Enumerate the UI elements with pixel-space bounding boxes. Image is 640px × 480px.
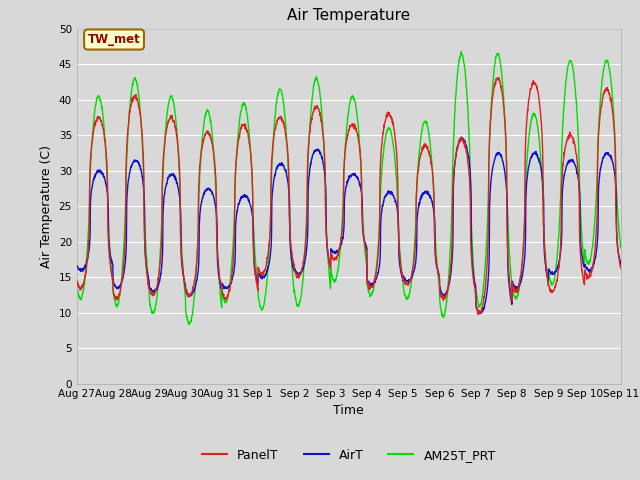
AirT <box>73 263 81 269</box>
AM25T_PRT <box>376 190 384 195</box>
AirT <box>376 253 384 259</box>
PanelT <box>617 265 625 271</box>
PanelT <box>495 74 502 80</box>
PanelT <box>73 278 81 284</box>
Line: PanelT: PanelT <box>77 77 621 314</box>
Y-axis label: Air Temperature (C): Air Temperature (C) <box>40 145 53 268</box>
Line: AirT: AirT <box>77 137 621 313</box>
AirT <box>570 159 577 165</box>
Title: Air Temperature: Air Temperature <box>287 9 410 24</box>
PanelT <box>475 312 483 317</box>
AM25T_PRT <box>508 276 515 281</box>
PanelT <box>508 295 515 301</box>
AM25T_PRT <box>458 48 465 54</box>
Legend: PanelT, AirT, AM25T_PRT: PanelT, AirT, AM25T_PRT <box>197 444 500 467</box>
PanelT <box>570 136 577 142</box>
AM25T_PRT <box>225 288 232 294</box>
PanelT <box>584 274 592 279</box>
AirT <box>617 261 625 267</box>
PanelT <box>376 168 384 174</box>
AirT <box>584 267 592 273</box>
AM25T_PRT <box>73 283 81 288</box>
Text: TW_met: TW_met <box>88 33 140 46</box>
AirT <box>508 298 515 303</box>
AM25T_PRT <box>186 322 193 327</box>
AM25T_PRT <box>365 289 372 295</box>
AM25T_PRT <box>570 68 577 73</box>
PanelT <box>365 280 372 286</box>
AM25T_PRT <box>584 258 592 264</box>
PanelT <box>225 290 232 296</box>
X-axis label: Time: Time <box>333 405 364 418</box>
AirT <box>458 134 465 140</box>
AM25T_PRT <box>617 245 625 251</box>
Line: AM25T_PRT: AM25T_PRT <box>77 51 621 324</box>
AirT <box>477 311 484 316</box>
AirT <box>225 284 232 289</box>
AirT <box>365 280 372 286</box>
